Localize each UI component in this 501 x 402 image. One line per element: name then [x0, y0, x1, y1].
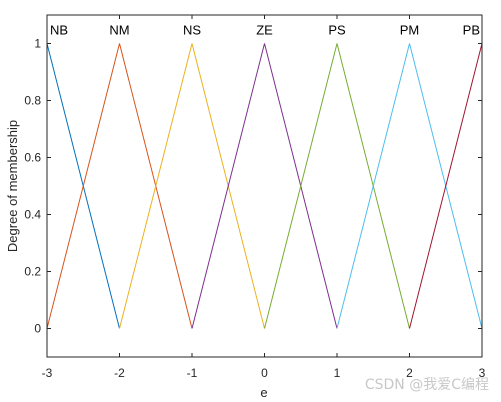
- y-tick-label: 0.6: [24, 151, 41, 165]
- x-tick-label: 3: [479, 366, 486, 380]
- x-tick-label: 1: [334, 366, 341, 380]
- series-line-ze: [191, 43, 338, 329]
- mf-label-nb: NB: [50, 23, 68, 38]
- y-tick-label: 0: [34, 322, 41, 336]
- y-tick-label: 0.8: [24, 94, 41, 108]
- mf-label-ns: NS: [183, 23, 201, 38]
- mf-label-pb: PB: [463, 23, 480, 38]
- x-tick-label: 0: [261, 366, 268, 380]
- mf-labels: NB NM NS ZE PS PM PB: [50, 23, 480, 38]
- y-tick-label: 0.4: [24, 208, 41, 222]
- watermark: CSDN @我爱C编程: [364, 377, 489, 393]
- x-tick-label: -2: [114, 366, 125, 380]
- y-tick-label: 0.2: [24, 265, 41, 279]
- y-axis-label: Degree of membership: [5, 120, 20, 252]
- ticks-layer: -3 -2 -1 0 1 2 3 0 0.2 0.4 0.6 0.8 1: [24, 15, 486, 380]
- x-tick-label: -1: [187, 366, 198, 380]
- x-tick-label: -3: [42, 366, 53, 380]
- x-tick-label: 2: [406, 366, 413, 380]
- mf-label-pm: PM: [400, 23, 420, 38]
- mf-label-ze: ZE: [256, 23, 273, 38]
- plot-area: [47, 15, 482, 357]
- mf-label-ps: PS: [328, 23, 346, 38]
- y-tick-label: 1: [34, 37, 41, 51]
- series-line-ns: [119, 43, 265, 329]
- x-axis-label: e: [260, 385, 267, 400]
- mf-label-nm: NM: [109, 23, 129, 38]
- series-layer: [46, 43, 483, 329]
- series-line-pm: [336, 43, 483, 329]
- series-line-nm: [46, 43, 193, 329]
- series-line-ps: [264, 43, 410, 329]
